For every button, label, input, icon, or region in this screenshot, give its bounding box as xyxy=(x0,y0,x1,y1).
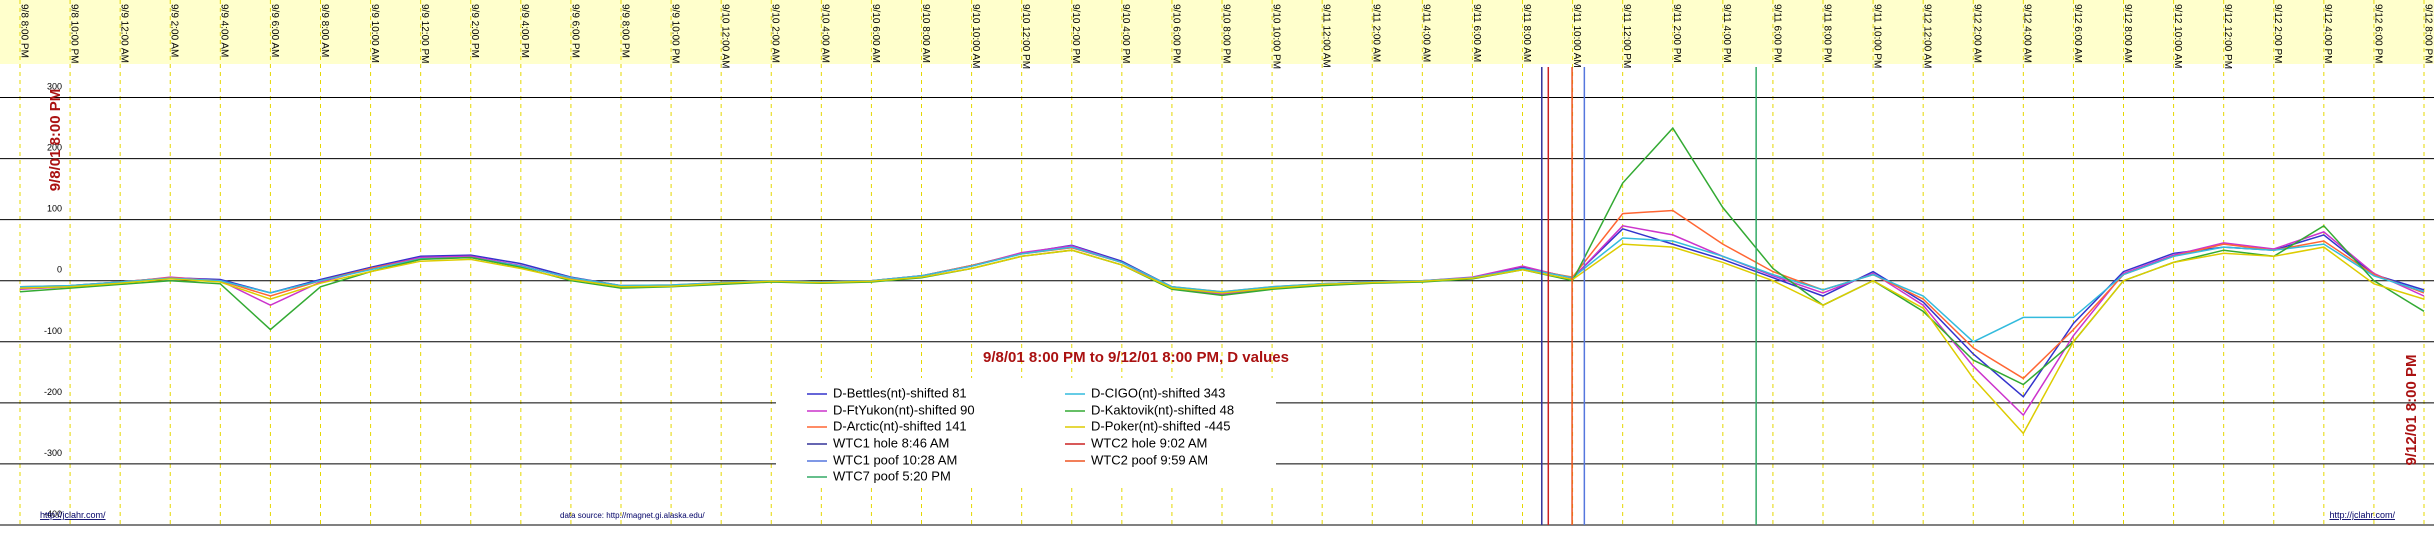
x-tick-label: 9/12 8:00 AM xyxy=(2122,4,2133,63)
end-label: 9/12/01 8:00 PM xyxy=(2403,355,2420,466)
x-tick-label: 9/12 2:00 AM xyxy=(1972,4,1983,63)
x-tick-label: 9/10 6:00 PM xyxy=(1170,4,1181,63)
labels: 9/8 8:00 PM 9/8 10:00 PM 9/9 12:00 AM 9/9 2… xyxy=(18,4,2433,519)
x-tick-label: 9/11 12:00 PM xyxy=(1621,4,1632,68)
x-tick-label: 9/12 6:00 PM xyxy=(2372,4,2383,63)
footer-link[interactable]: http://jclahr.com/ xyxy=(2329,510,2395,520)
x-tick-label: 9/11 10:00 AM xyxy=(1571,4,1582,68)
x-tick-label: 9/10 6:00 AM xyxy=(870,4,881,63)
x-tick-label: 9/12 12:00 PM xyxy=(2222,4,2233,69)
x-tick-label: 9/11 2:00 AM xyxy=(1371,4,1382,62)
x-tick-label: 9/11 8:00 PM xyxy=(1821,4,1832,63)
x-tick-label: 9/9 6:00 AM xyxy=(269,4,280,57)
event-lines xyxy=(1541,67,1757,525)
start-label: 9/8/01 8:00 PM xyxy=(47,89,64,192)
legend-label: D-Arctic(nt)-shifted 141 xyxy=(833,418,967,433)
x-tick-label: 9/9 4:00 AM xyxy=(219,4,230,57)
x-tick-label: 9/12 4:00 AM xyxy=(2022,4,2033,63)
x-tick-label: 9/9 10:00 AM xyxy=(369,4,380,63)
x-tick-label: 9/10 4:00 AM xyxy=(820,4,831,63)
legend-box xyxy=(776,378,1276,484)
x-tick-label: 9/11 6:00 AM xyxy=(1471,4,1482,62)
x-tick-label: 9/11 6:00 PM xyxy=(1771,4,1782,63)
series-line xyxy=(19,126,2425,386)
x-tick-label: 9/10 12:00 PM xyxy=(1020,4,1031,69)
y-tick-label: -300 xyxy=(44,448,62,458)
x-tick-label: 9/11 4:00 AM xyxy=(1421,4,1432,62)
x-tick-label: 9/11 8:00 AM xyxy=(1521,4,1532,62)
x-tick-label: 9/12 2:00 PM xyxy=(2272,4,2283,63)
x-tick-label: 9/9 8:00 AM xyxy=(319,4,330,57)
x-tick-label: 9/12 12:00 AM xyxy=(1922,4,1933,69)
legend: D-Bettles(nt)-shifted 81 D-FtYukon(nt)-sh… xyxy=(807,385,1234,483)
x-tick-label: 9/10 2:00 AM xyxy=(770,4,781,63)
series-line xyxy=(19,224,2425,417)
x-tick-label: 9/9 2:00 AM xyxy=(169,4,180,57)
x-tick-label: 9/9 12:00 PM xyxy=(419,4,430,63)
x-tick-label: 9/10 8:00 AM xyxy=(920,4,931,63)
x-tick-label: 9/11 4:00 PM xyxy=(1721,4,1732,63)
x-tick-label: 9/10 4:00 PM xyxy=(1120,4,1131,63)
footer-link[interactable]: http://jclahr.com/ xyxy=(40,510,106,520)
x-tick-label: 9/11 2:00 PM xyxy=(1671,4,1682,63)
y-tick-label: 200 xyxy=(47,143,62,153)
x-tick-label: 9/8 10:00 PM xyxy=(68,4,79,63)
series-line xyxy=(19,243,2425,435)
footer-source: data source: http://magnet.gi.alaska.edu… xyxy=(560,511,705,520)
legend-label: D-FtYukon(nt)-shifted 90 xyxy=(833,402,975,417)
x-tick-label: 9/10 10:00 AM xyxy=(970,4,981,69)
x-tick-label: 9/9 8:00 PM xyxy=(619,4,630,58)
x-tick-label: 9/12 10:00 AM xyxy=(2172,4,2183,69)
legend-label: D-Poker(nt)-shifted -445 xyxy=(1091,418,1230,433)
legend-label: WTC2 poof 9:59 AM xyxy=(1091,452,1208,467)
x-tick-label: 9/11 12:00 AM xyxy=(1321,4,1332,68)
y-tick-label: 300 xyxy=(47,82,62,92)
y-tick-label: -400 xyxy=(44,509,62,519)
x-tick-label: 9/11 10:00 PM xyxy=(1871,4,1882,68)
x-tick-label: 9/9 10:00 PM xyxy=(669,4,680,63)
x-tick-label: 9/12 4:00 PM xyxy=(2322,4,2333,63)
legend-label: WTC1 hole 8:46 AM xyxy=(833,435,949,450)
x-tick-label: 9/12 6:00 AM xyxy=(2072,4,2083,63)
time-band xyxy=(0,0,2434,64)
x-tick-label: 9/10 10:00 PM xyxy=(1270,4,1281,69)
chart-title: 9/8/01 8:00 PM to 9/12/01 8:00 PM, D val… xyxy=(983,349,1289,366)
x-tick-label: 9/12 8:00 PM xyxy=(2422,4,2433,63)
x-tick-label: 9/10 8:00 PM xyxy=(1220,4,1231,63)
x-tick-label: 9/9 4:00 PM xyxy=(519,4,530,58)
legend-label: WTC1 poof 10:28 AM xyxy=(833,452,957,467)
legend-label: WTC7 poof 5:20 PM xyxy=(833,468,951,483)
y-tick-label: 100 xyxy=(47,204,62,214)
x-tick-label: 9/8 8:00 PM xyxy=(18,4,29,58)
x-tick-label: 9/10 2:00 PM xyxy=(1070,4,1081,63)
x-tick-label: 9/10 12:00 AM xyxy=(720,4,731,69)
plot-lines xyxy=(19,126,2425,435)
legend-label: D-Kaktovik(nt)-shifted 48 xyxy=(1091,402,1234,417)
x-tick-label: 9/9 6:00 PM xyxy=(569,4,580,58)
legend-label: D-Bettles(nt)-shifted 81 xyxy=(833,385,967,400)
x-tick-label: 9/9 2:00 PM xyxy=(469,4,480,58)
y-tick-label: -200 xyxy=(44,387,62,397)
legend-label: D-CIGO(nt)-shifted 343 xyxy=(1091,385,1225,400)
legend-label: WTC2 hole 9:02 AM xyxy=(1091,435,1207,450)
x-tick-label: 9/9 12:00 AM xyxy=(119,4,130,63)
y-tick-label: 0 xyxy=(57,265,62,275)
y-tick-label: -100 xyxy=(44,326,62,336)
